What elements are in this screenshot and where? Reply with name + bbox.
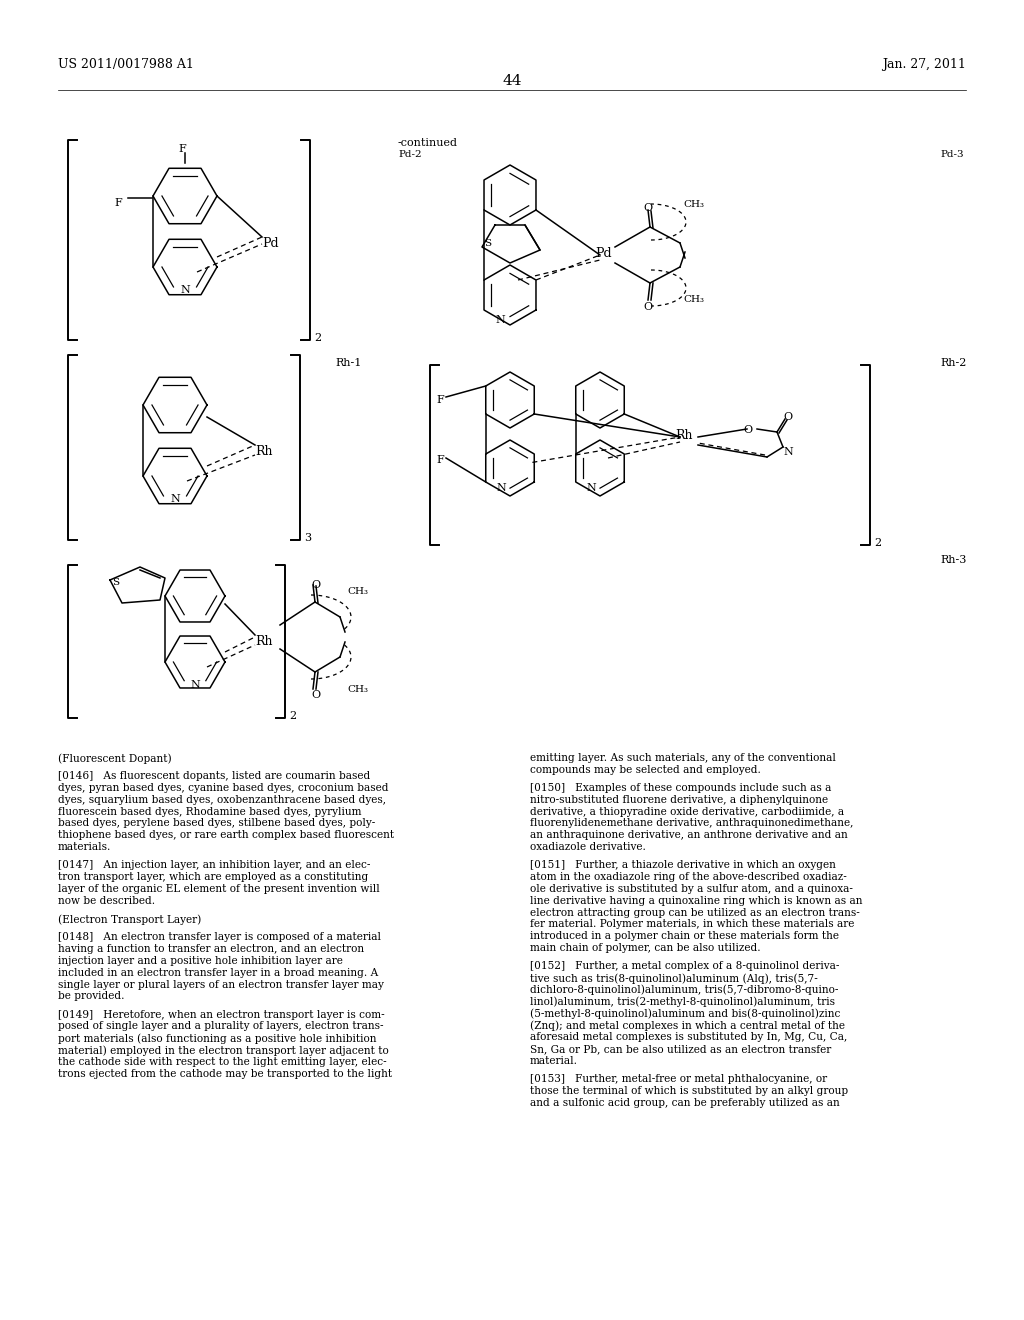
Text: tive such as tris(8-quinolinol)aluminum (Alq), tris(5,7-: tive such as tris(8-quinolinol)aluminum … xyxy=(530,973,818,983)
Text: 2: 2 xyxy=(289,711,296,721)
Text: dyes, pyran based dyes, cyanine based dyes, croconium based: dyes, pyran based dyes, cyanine based dy… xyxy=(58,783,388,793)
Text: nitro-substituted fluorene derivative, a diphenylquinone: nitro-substituted fluorene derivative, a… xyxy=(530,795,828,805)
Text: N: N xyxy=(586,483,596,492)
Text: Sn, Ga or Pb, can be also utilized as an electron transfer: Sn, Ga or Pb, can be also utilized as an… xyxy=(530,1044,831,1053)
Text: N: N xyxy=(783,447,793,457)
Text: 2: 2 xyxy=(874,539,881,548)
Text: aforesaid metal complexes is substituted by In, Mg, Cu, Ca,: aforesaid metal complexes is substituted… xyxy=(530,1032,847,1041)
Text: Pd-2: Pd-2 xyxy=(398,150,422,158)
Text: fluorescein based dyes, Rhodamine based dyes, pyrylium: fluorescein based dyes, Rhodamine based … xyxy=(58,807,361,817)
Text: CH₃: CH₃ xyxy=(347,685,368,694)
Text: atom in the oxadiazole ring of the above-described oxadiaz-: atom in the oxadiazole ring of the above… xyxy=(530,873,847,882)
Text: -continued: -continued xyxy=(398,139,458,148)
Text: O: O xyxy=(311,579,321,590)
Text: [0153]   Further, metal-free or metal phthalocyanine, or: [0153] Further, metal-free or metal phth… xyxy=(530,1074,827,1084)
Text: (Fluorescent Dopant): (Fluorescent Dopant) xyxy=(58,752,172,763)
Text: be provided.: be provided. xyxy=(58,991,125,1002)
Text: O: O xyxy=(643,203,652,213)
Text: derivative, a thiopyradine oxide derivative, carbodiimide, a: derivative, a thiopyradine oxide derivat… xyxy=(530,807,844,817)
Text: material.: material. xyxy=(530,1056,578,1065)
Text: Rh-2: Rh-2 xyxy=(940,358,967,368)
Text: (5-methyl-8-quinolinol)aluminum and bis(8-quinolinol)zinc: (5-methyl-8-quinolinol)aluminum and bis(… xyxy=(530,1008,841,1019)
Text: CH₃: CH₃ xyxy=(347,587,368,597)
Text: N: N xyxy=(190,680,200,690)
Text: material) employed in the electron transport layer adjacent to: material) employed in the electron trans… xyxy=(58,1045,389,1056)
Text: and a sulfonic acid group, can be preferably utilized as an: and a sulfonic acid group, can be prefer… xyxy=(530,1097,840,1107)
Text: Rh: Rh xyxy=(255,635,272,648)
Text: F: F xyxy=(178,144,186,154)
Text: F: F xyxy=(436,395,443,405)
Text: fluorenylidenemethane derivative, anthraquinonedimethane,: fluorenylidenemethane derivative, anthra… xyxy=(530,818,853,829)
Text: (Electron Transport Layer): (Electron Transport Layer) xyxy=(58,913,202,924)
Text: O: O xyxy=(743,425,752,436)
Text: 44: 44 xyxy=(502,74,522,88)
Text: [0151]   Further, a thiazole derivative in which an oxygen: [0151] Further, a thiazole derivative in… xyxy=(530,861,836,870)
Text: line derivative having a quinoxaline ring which is known as an: line derivative having a quinoxaline rin… xyxy=(530,896,862,906)
Text: [0147]   An injection layer, an inhibition layer, and an elec-: [0147] An injection layer, an inhibition… xyxy=(58,861,371,870)
Text: thiophene based dyes, or rare earth complex based fluorescent: thiophene based dyes, or rare earth comp… xyxy=(58,830,394,841)
Text: O: O xyxy=(783,412,793,422)
Text: compounds may be selected and employed.: compounds may be selected and employed. xyxy=(530,764,761,775)
Text: fer material. Polymer materials, in which these materials are: fer material. Polymer materials, in whic… xyxy=(530,919,854,929)
Text: 3: 3 xyxy=(304,533,311,543)
Text: F: F xyxy=(436,455,443,465)
Text: now be described.: now be described. xyxy=(58,896,155,906)
Text: [0150]   Examples of these compounds include such as a: [0150] Examples of these compounds inclu… xyxy=(530,783,831,793)
Text: US 2011/0017988 A1: US 2011/0017988 A1 xyxy=(58,58,194,71)
Text: injection layer and a positive hole inhibition layer are: injection layer and a positive hole inhi… xyxy=(58,956,343,966)
Text: based dyes, perylene based dyes, stilbene based dyes, poly-: based dyes, perylene based dyes, stilben… xyxy=(58,818,375,829)
Text: [0146]   As fluorescent dopants, listed are coumarin based: [0146] As fluorescent dopants, listed ar… xyxy=(58,771,371,781)
Text: [0148]   An electron transfer layer is composed of a material: [0148] An electron transfer layer is com… xyxy=(58,932,381,942)
Text: Rh: Rh xyxy=(255,445,272,458)
Text: 2: 2 xyxy=(314,333,322,343)
Text: ole derivative is substituted by a sulfur atom, and a quinoxa-: ole derivative is substituted by a sulfu… xyxy=(530,884,853,894)
Text: posed of single layer and a plurality of layers, electron trans-: posed of single layer and a plurality of… xyxy=(58,1022,384,1031)
Text: dichloro-8-quinolinol)aluminum, tris(5,7-dibromo-8-quino-: dichloro-8-quinolinol)aluminum, tris(5,7… xyxy=(530,985,839,995)
Text: CH₃: CH₃ xyxy=(683,201,705,209)
Text: N: N xyxy=(495,315,505,325)
Text: electron attracting group can be utilized as an electron trans-: electron attracting group can be utilize… xyxy=(530,908,860,917)
Text: F: F xyxy=(114,198,122,209)
Text: N: N xyxy=(170,494,180,504)
Text: an anthraquinone derivative, an anthrone derivative and an: an anthraquinone derivative, an anthrone… xyxy=(530,830,848,841)
Text: introduced in a polymer chain or these materials form the: introduced in a polymer chain or these m… xyxy=(530,931,839,941)
Text: tron transport layer, which are employed as a constituting: tron transport layer, which are employed… xyxy=(58,873,369,882)
Text: Pd: Pd xyxy=(262,238,279,249)
Text: oxadiazole derivative.: oxadiazole derivative. xyxy=(530,842,646,853)
Text: S: S xyxy=(112,578,119,587)
Text: Pd: Pd xyxy=(595,247,611,260)
Text: S: S xyxy=(484,239,492,248)
Text: [0152]   Further, a metal complex of a 8-quinolinol deriva-: [0152] Further, a metal complex of a 8-q… xyxy=(530,961,840,972)
Text: O: O xyxy=(311,690,321,700)
Text: included in an electron transfer layer in a broad meaning. A: included in an electron transfer layer i… xyxy=(58,968,378,978)
Text: trons ejected from the cathode may be transported to the light: trons ejected from the cathode may be tr… xyxy=(58,1069,392,1078)
Text: linol)aluminum, tris(2-methyl-8-quinolinol)aluminum, tris: linol)aluminum, tris(2-methyl-8-quinolin… xyxy=(530,997,835,1007)
Text: Rh-1: Rh-1 xyxy=(335,358,361,368)
Text: having a function to transfer an electron, and an electron: having a function to transfer an electro… xyxy=(58,944,365,954)
Text: N: N xyxy=(496,483,506,492)
Text: Jan. 27, 2011: Jan. 27, 2011 xyxy=(882,58,966,71)
Text: N: N xyxy=(180,285,189,294)
Text: materials.: materials. xyxy=(58,842,112,853)
Text: O: O xyxy=(643,302,652,312)
Text: port materials (also functioning as a positive hole inhibition: port materials (also functioning as a po… xyxy=(58,1034,377,1044)
Text: Rh: Rh xyxy=(675,429,692,442)
Text: Pd-3: Pd-3 xyxy=(940,150,964,158)
Text: the cathode side with respect to the light emitting layer, elec-: the cathode side with respect to the lig… xyxy=(58,1057,387,1067)
Text: main chain of polymer, can be also utilized.: main chain of polymer, can be also utili… xyxy=(530,942,761,953)
Text: layer of the organic EL element of the present invention will: layer of the organic EL element of the p… xyxy=(58,884,380,894)
Text: dyes, squarylium based dyes, oxobenzanthracene based dyes,: dyes, squarylium based dyes, oxobenzanth… xyxy=(58,795,386,805)
Text: single layer or plural layers of an electron transfer layer may: single layer or plural layers of an elec… xyxy=(58,979,384,990)
Text: those the terminal of which is substituted by an alkyl group: those the terminal of which is substitut… xyxy=(530,1086,848,1096)
Text: emitting layer. As such materials, any of the conventional: emitting layer. As such materials, any o… xyxy=(530,752,836,763)
Text: CH₃: CH₃ xyxy=(683,294,705,304)
Text: [0149]   Heretofore, when an electron transport layer is com-: [0149] Heretofore, when an electron tran… xyxy=(58,1010,385,1019)
Text: Rh-3: Rh-3 xyxy=(940,554,967,565)
Text: (Znq); and metal complexes in which a central metal of the: (Znq); and metal complexes in which a ce… xyxy=(530,1020,845,1031)
